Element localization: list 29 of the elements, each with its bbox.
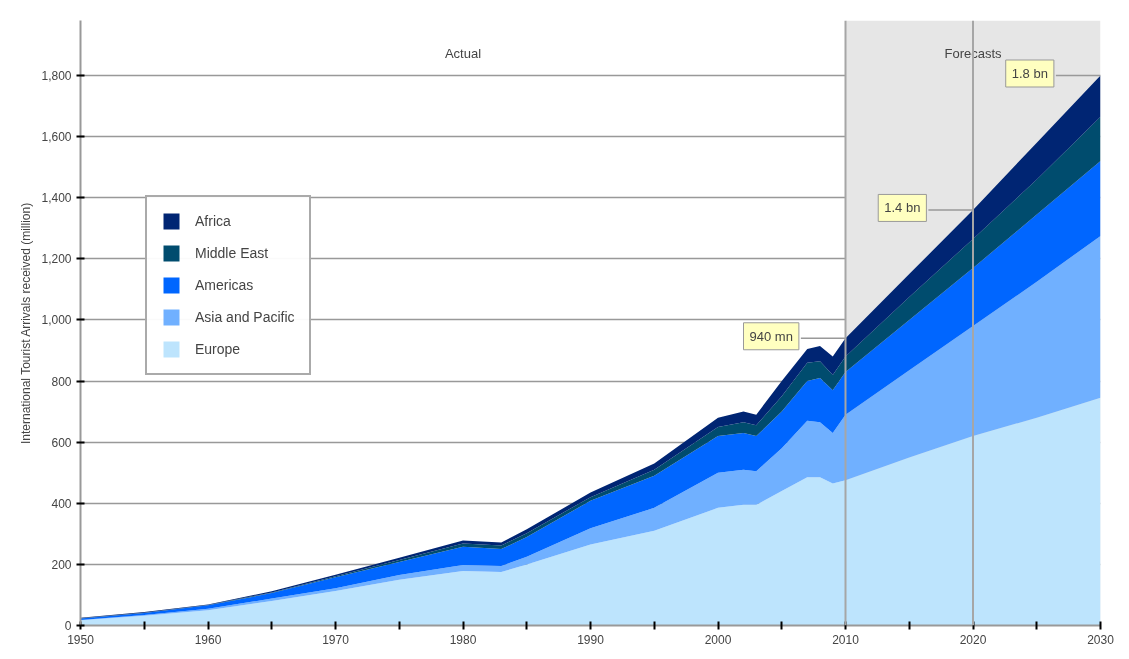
y-tick-label: 800 — [51, 374, 72, 389]
y-tick-label: 600 — [51, 435, 72, 450]
y-tick-label: 200 — [51, 557, 72, 572]
x-tick-label: 1950 — [67, 632, 95, 647]
legend-label: Africa — [195, 213, 231, 229]
y-axis-title: International Tourist Arrivals received (million) — [19, 202, 34, 445]
y-tick-label: 1,800 — [41, 69, 72, 83]
y-tick-label: 1,600 — [41, 130, 72, 145]
x-tick-label: 2000 — [704, 632, 732, 647]
legend-label: Asia and Pacific — [195, 309, 295, 325]
y-tick-label: 0 — [64, 619, 72, 633]
x-tick-label: 1960 — [194, 632, 222, 647]
x-tick-label: 2010 — [832, 632, 860, 647]
x-tick-label: 1970 — [322, 632, 350, 647]
annotation: 1.4 bn — [884, 200, 921, 216]
x-tick-label: 1990 — [577, 632, 605, 647]
y-tick-label: 1,200 — [41, 252, 72, 267]
legend-label: Europe — [195, 341, 241, 357]
legend-label: Americas — [195, 277, 254, 293]
annotation: 1.8 bn — [1011, 66, 1048, 81]
legend-label: Middle East — [195, 245, 269, 261]
x-tick-label: 2030 — [1087, 632, 1115, 647]
x-tick-label: 1980 — [449, 632, 477, 647]
annotation: Actual — [444, 45, 482, 61]
y-tick-label: 1,400 — [41, 191, 72, 206]
annotation: 940 mn — [749, 328, 793, 344]
x-tick-label: 2020 — [959, 632, 987, 647]
y-tick-label: 1,000 — [41, 313, 72, 328]
y-tick-label: 400 — [51, 496, 72, 511]
